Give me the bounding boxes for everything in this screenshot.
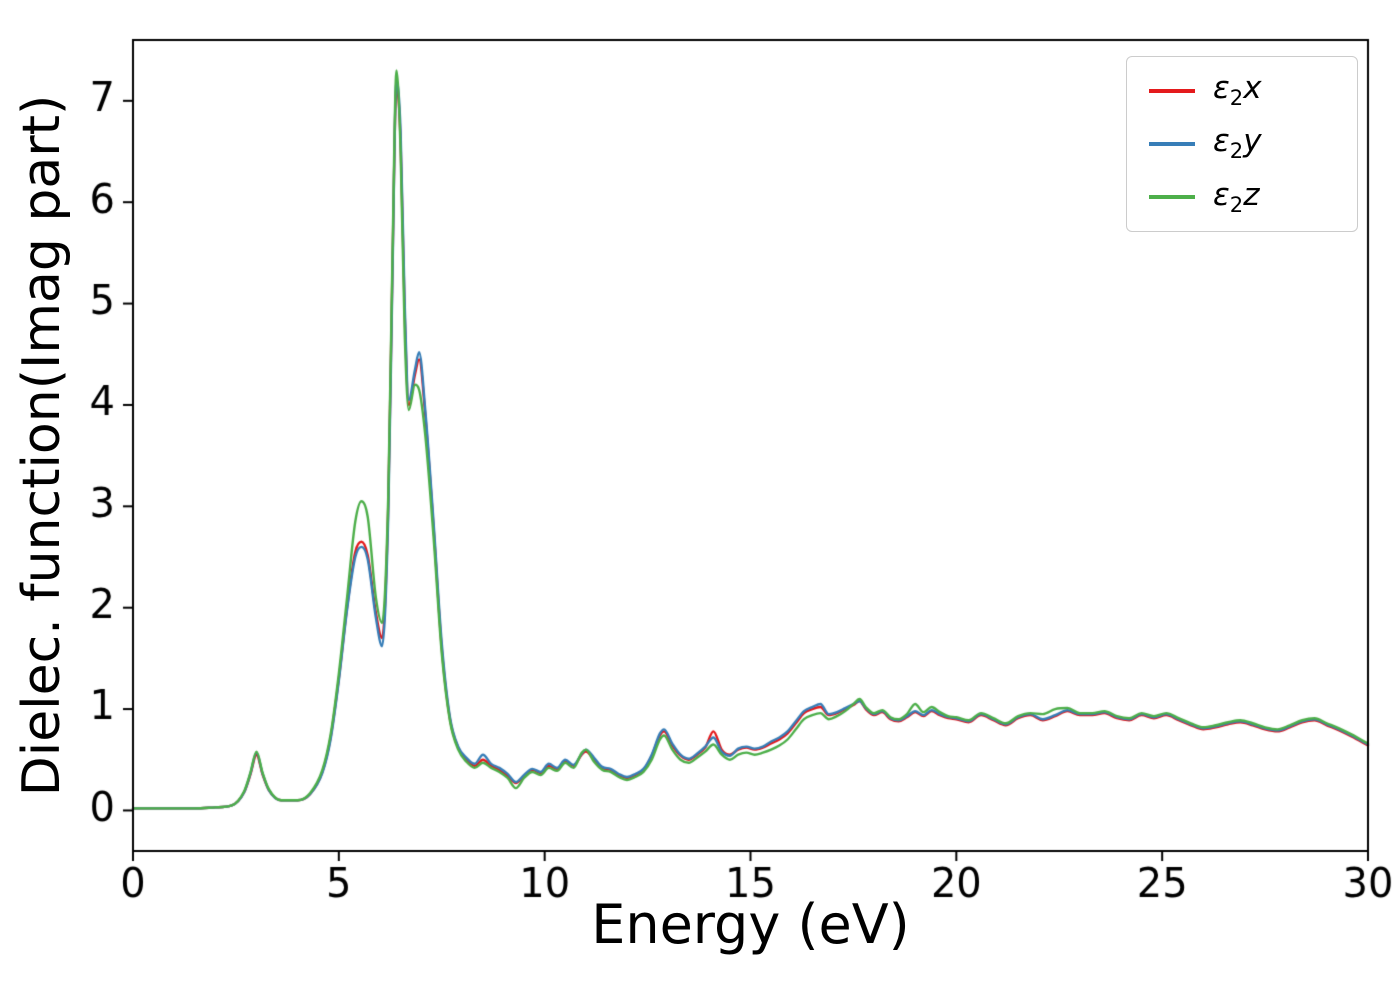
legend-swatch-eps2x xyxy=(1149,88,1195,93)
x-axis-label: Energy (eV) xyxy=(591,893,910,956)
legend-swatch-eps2y xyxy=(1149,141,1195,146)
legend-swatch-eps2z xyxy=(1149,195,1195,200)
legend-label-eps2x: ε2x xyxy=(1213,70,1262,111)
legend-label-eps2z: ε2z xyxy=(1213,176,1260,217)
y-axis-label: Dielec. function(Imag part) xyxy=(12,94,72,797)
legend: ε2x ε2y ε2z xyxy=(1126,56,1358,232)
legend-item-eps2y: ε2y xyxy=(1149,126,1335,161)
legend-label-eps2y: ε2y xyxy=(1213,123,1262,164)
legend-item-eps2z: ε2z xyxy=(1149,176,1335,217)
legend-item-eps2x: ε2x xyxy=(1149,73,1335,108)
